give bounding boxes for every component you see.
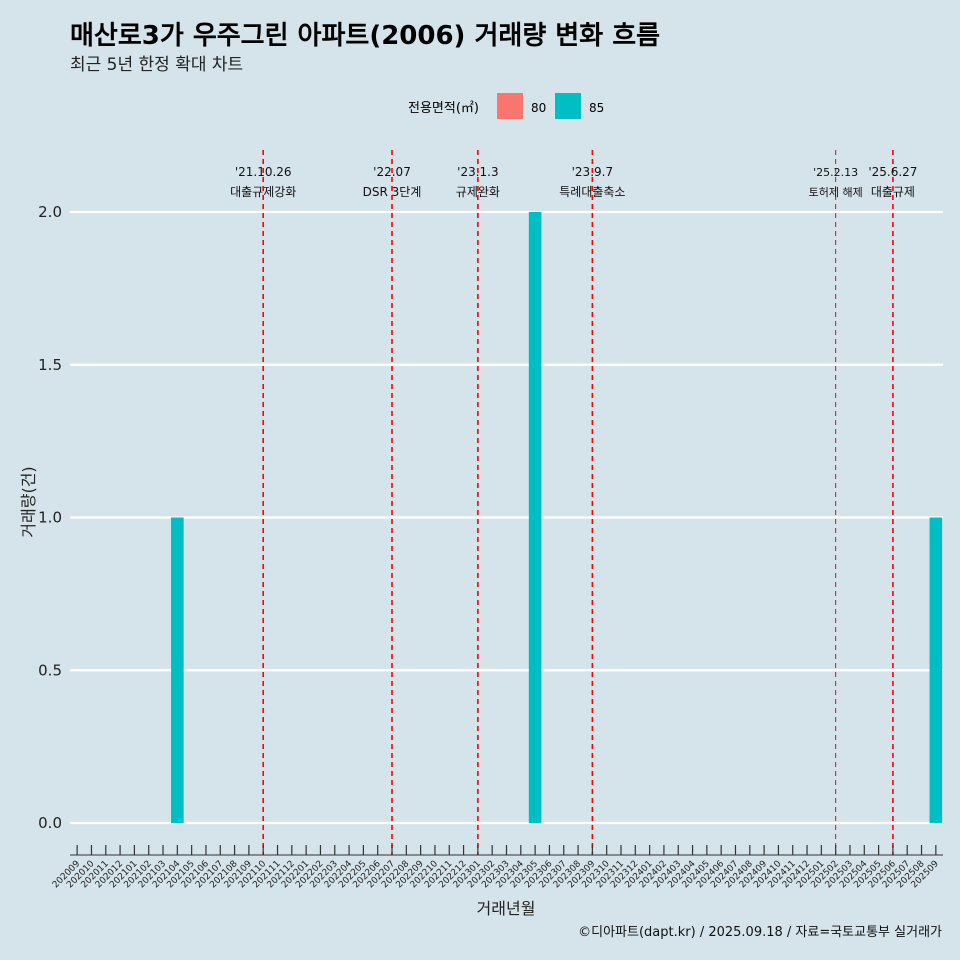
x-axis: 2020092020102020112020122021012021022021… — [51, 845, 943, 890]
y-tick-label: 0.5 — [38, 661, 62, 679]
y-tick-label: 1.5 — [38, 356, 62, 374]
event-label: 규제완화 — [456, 185, 500, 199]
event-date-label: '23.1.3 — [457, 165, 498, 179]
y-tick-label: 0.0 — [38, 814, 62, 832]
chart-subtitle: 최근 5년 한정 확대 차트 — [70, 55, 243, 75]
y-axis: 0.0 0.5 1.0 1.5 2.0 — [38, 203, 62, 832]
event-date-label: '23.9.7 — [572, 165, 613, 179]
bars — [171, 212, 943, 823]
x-axis-title: 거래년월 — [477, 899, 536, 918]
event-label: 대출규제강화 — [230, 185, 296, 199]
bar — [528, 212, 542, 823]
event-date-label: '22.07 — [373, 165, 411, 179]
event-date-label: '25.2.13 — [813, 166, 858, 179]
event-label: 특례대출축소 — [559, 185, 625, 199]
legend-swatch-85 — [555, 93, 581, 119]
legend-title: 전용면적(㎡) — [408, 101, 479, 116]
event-label: 토허제 해제 — [809, 185, 863, 199]
y-axis-title: 거래량(건) — [19, 466, 38, 537]
event-lines: '21.10.26 대출규제강화 '22.07 DSR 3단계 '23.1.3 규제완화 '… — [230, 150, 917, 855]
legend-label-80: 80 — [531, 101, 546, 115]
event-label: DSR 3단계 — [363, 185, 422, 199]
chart-title: 매산로3가 우주그린 아파트(2006) 거래량 변화 흐름 — [70, 21, 660, 51]
legend-label-85: 85 — [589, 101, 604, 115]
legend-swatch-80 — [497, 93, 523, 119]
event-date-label: '25.6.27 — [868, 165, 917, 179]
legend: 전용면적(㎡) 80 85 — [408, 93, 604, 119]
bar — [929, 517, 943, 823]
event-label: 대출규제 — [871, 185, 915, 199]
y-tick-label: 2.0 — [38, 203, 62, 221]
y-tick-label: 1.0 — [38, 509, 62, 527]
caption: ©디아파트(dapt.kr) / 2025.09.18 / 자료=국토교통부 실… — [578, 925, 942, 940]
event-date-label: '21.10.26 — [235, 165, 292, 179]
bar — [171, 517, 184, 823]
gridlines — [70, 210, 943, 825]
